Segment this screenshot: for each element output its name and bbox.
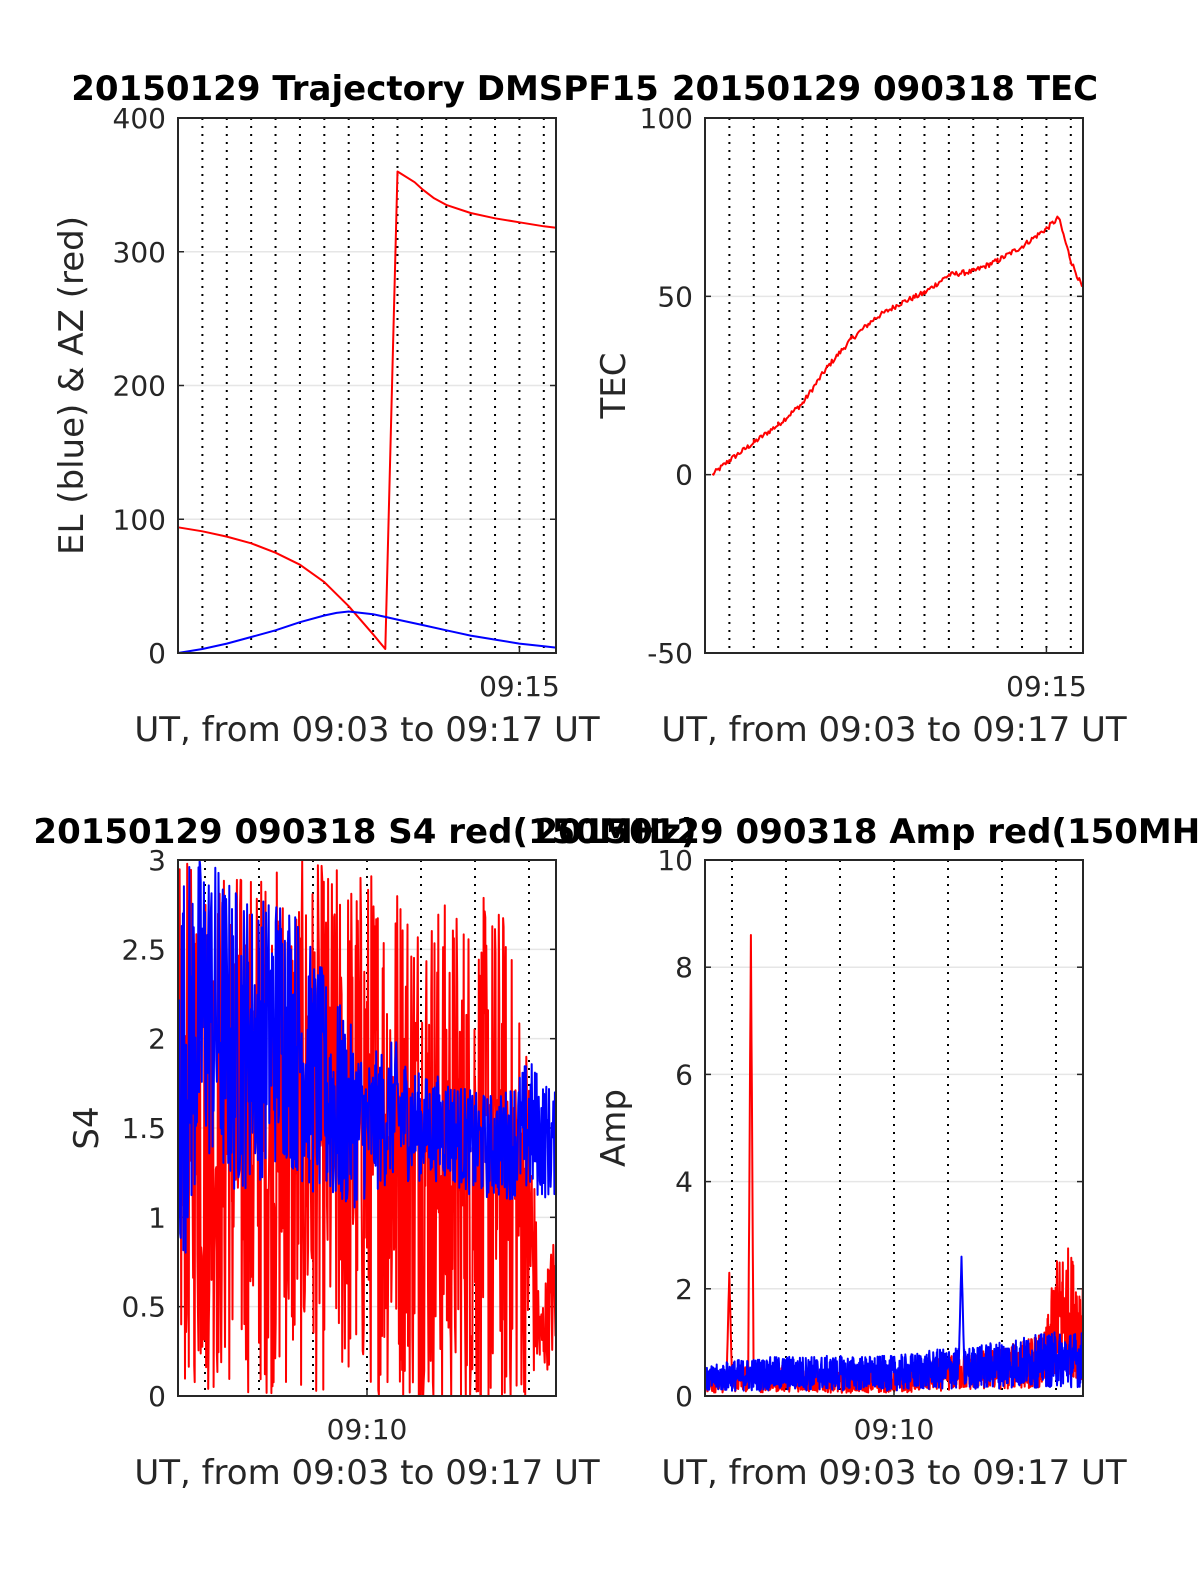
y-tick-label: 1 xyxy=(148,1201,166,1234)
chart-panel-3: 0 0.5 1 1.5 2 2.5 3 09:10 UT, from 09:03 to 09:1… xyxy=(67,844,600,1493)
series-line-2 xyxy=(704,1255,1084,1392)
x-axis-label: UT, from 09:03 to 09:17 UT xyxy=(134,710,600,750)
y-tick-label: -50 xyxy=(647,637,693,670)
chart-title-2: 20150129 090318 TEC xyxy=(672,69,1098,109)
x-axis-label: UT, from 09:03 to 09:17 UT xyxy=(661,1453,1127,1493)
y-tick-label: 2 xyxy=(675,1273,693,1306)
series-line-2 xyxy=(177,610,557,654)
axes-box xyxy=(177,117,557,654)
x-tick-label: 09:15 xyxy=(1006,670,1087,703)
series-line-1 xyxy=(177,170,557,650)
y-tick-label: 100 xyxy=(640,102,693,135)
chart-panel-2: -50 0 50 100 09:15 UT, from 09:03 to 09:17 UT… xyxy=(594,102,1127,750)
y-tick-label: 8 xyxy=(675,951,693,984)
chart-title-4: 20150129 090318 Amp red(150MHz) xyxy=(534,812,1200,852)
y-tick-label: 6 xyxy=(675,1058,693,1091)
y-axis-label: TEC xyxy=(594,353,634,420)
axes-box xyxy=(704,117,1084,654)
y-tick-label: 3 xyxy=(148,844,166,877)
y-tick-label: 0 xyxy=(148,1380,166,1413)
y-tick-label: 100 xyxy=(113,503,166,536)
y-tick-label: 0 xyxy=(675,459,693,492)
y-tick-label: 4 xyxy=(675,1166,693,1199)
y-axis-label: EL (blue) & AZ (red) xyxy=(52,216,92,555)
y-tick-label: 50 xyxy=(657,280,693,313)
x-axis-label: UT, from 09:03 to 09:17 UT xyxy=(134,1453,600,1493)
y-tick-label: 2.5 xyxy=(121,933,166,966)
chart-title-1: 20150129 Trajectory DMSPF15 xyxy=(71,69,659,109)
x-axis-label: UT, from 09:03 to 09:17 UT xyxy=(661,710,1127,750)
y-tick-label: 1.5 xyxy=(121,1112,166,1145)
y-axis-label: Amp xyxy=(594,1089,634,1167)
y-tick-label: 2 xyxy=(148,1023,166,1056)
y-tick-label: 200 xyxy=(113,370,166,403)
plot-area xyxy=(705,118,1083,653)
x-tick-label: 09:15 xyxy=(479,670,560,703)
x-tick-label: 09:10 xyxy=(854,1413,935,1446)
y-tick-label: 0 xyxy=(148,637,166,670)
y-tick-label: 0 xyxy=(675,1380,693,1413)
y-tick-label: 400 xyxy=(113,102,166,135)
chart-panel-4: 0 2 4 6 8 10 09:10 UT, from 09:03 to 09:17 UT Am… xyxy=(594,844,1127,1493)
y-tick-label: 0.5 xyxy=(121,1291,166,1324)
y-axis-label: S4 xyxy=(67,1106,107,1149)
series-line-2 xyxy=(177,859,557,1254)
y-tick-label: 10 xyxy=(657,844,693,877)
chart-title-3: 20150129 090318 S4 red(150MHz) xyxy=(33,812,696,852)
y-tick-label: 300 xyxy=(113,236,166,269)
x-tick-label: 09:10 xyxy=(327,1413,408,1446)
chart-panel-1: 0 100 200 300 400 09:15 UT, from 09:03 to 09:1… xyxy=(52,102,600,750)
series-line-1 xyxy=(711,215,1084,476)
